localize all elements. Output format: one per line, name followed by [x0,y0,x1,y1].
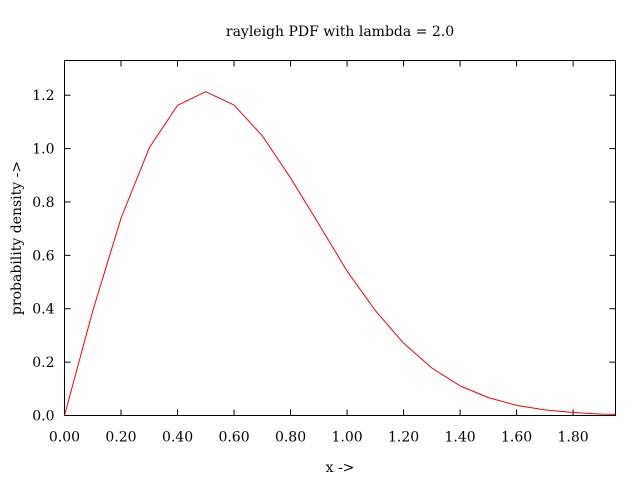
y-axis-label: probability density -> [9,161,25,315]
plot-frame [64,60,616,416]
x-tick-label: 0.00 [49,430,80,446]
x-tick-label: 0.80 [275,430,306,446]
x-axis-label: x -> [326,460,355,476]
x-tick-label: 1.20 [388,430,419,446]
series-line [64,91,616,416]
x-tick-label: 1.60 [501,430,532,446]
x-tick-label: 1.80 [558,430,589,446]
y-tick-label: 1.0 [32,142,54,158]
y-tick-label: 0.0 [32,409,54,425]
x-tick-label: 0.20 [105,430,136,446]
x-tick-label: 0.60 [218,430,249,446]
x-tick-label: 1.40 [445,430,476,446]
x-tick-label: 0.40 [162,430,193,446]
y-tick-label: 0.4 [32,302,54,318]
y-tick-label: 0.8 [32,195,54,211]
y-tick-label: 0.6 [32,248,54,264]
x-tick-label: 1.00 [331,430,362,446]
chart-title: rayleigh PDF with lambda = 2.0 [226,24,454,40]
y-tick-label: 1.2 [32,88,54,104]
y-tick-label: 0.2 [32,355,54,371]
